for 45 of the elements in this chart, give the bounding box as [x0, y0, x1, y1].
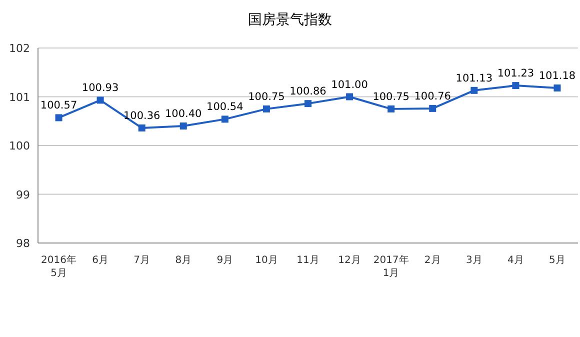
y-tick-label: 100 — [9, 140, 30, 152]
text: 101.18 — [538, 70, 576, 82]
y-tick-label: 98 — [16, 237, 30, 250]
text: 100.76 — [414, 90, 451, 102]
x-tick-label: 2月 — [424, 255, 441, 266]
x-tick-label: 6月 — [92, 255, 108, 266]
x-tick-label: 2016年 5月 — [41, 254, 76, 279]
y-tick-label: 101 — [9, 90, 30, 104]
point — [429, 104, 436, 112]
point — [346, 93, 354, 100]
point — [55, 114, 62, 122]
text: 101.00 — [331, 78, 368, 91]
x-tick-label: 10月 — [255, 255, 278, 266]
point — [262, 105, 270, 112]
text: 100.40 — [165, 108, 202, 120]
x-tick-label: 9月 — [216, 255, 234, 266]
text: 101.13 — [456, 72, 493, 84]
point — [512, 82, 520, 90]
text: 100.93 — [82, 82, 119, 94]
y-tick-label: 102 — [9, 42, 30, 55]
point — [554, 84, 561, 92]
x-tick-label: 5月 — [549, 255, 566, 266]
x-tick-label: 3月 — [466, 255, 482, 266]
text: 100.86 — [290, 86, 326, 98]
point — [96, 96, 104, 104]
y-tick-label: 99 — [16, 188, 30, 202]
text: 100.36 — [123, 110, 160, 122]
point — [180, 122, 187, 130]
point — [388, 105, 395, 112]
x-tick-label: 4月 — [508, 255, 524, 266]
chart-title: 国房景气指数 — [248, 12, 332, 28]
text: 100.75 — [248, 90, 285, 103]
text: 101.23 — [497, 68, 534, 80]
point — [470, 86, 478, 94]
x-tick-label: 7月 — [134, 255, 150, 266]
x-tick-label: 12月 — [338, 255, 361, 266]
x-tick-label: 8月 — [175, 255, 192, 266]
text: 100.57 — [40, 100, 78, 112]
text: 100.54 — [206, 101, 244, 114]
x-tick-label: 2017年 1月 — [373, 254, 409, 279]
x-tick-label: 11月 — [296, 255, 320, 266]
point — [138, 124, 146, 132]
point — [221, 116, 228, 123]
text: 100.75 — [372, 90, 410, 103]
point — [304, 100, 312, 108]
